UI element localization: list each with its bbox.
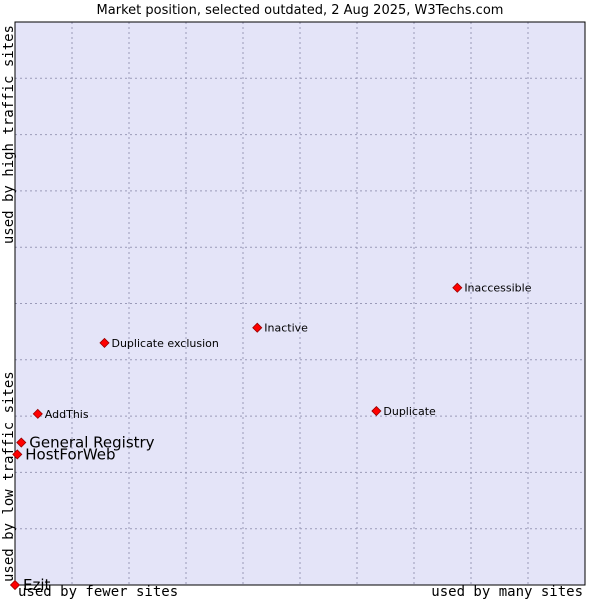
point-label: Ezit (23, 576, 51, 594)
point-label: Duplicate exclusion (111, 337, 218, 350)
data-point: Inactive (252, 322, 308, 335)
point-marker (99, 337, 110, 348)
point-marker (452, 282, 463, 293)
y-axis-high-label: used by high traffic sites (1, 25, 17, 244)
chart-title: Market position, selected outdated, 2 Au… (97, 3, 504, 18)
point-label: AddThis (45, 408, 89, 421)
data-point: Duplicate (371, 405, 436, 418)
plot-border (14, 21, 586, 586)
point-marker (12, 449, 23, 460)
point-marker (371, 405, 382, 417)
data-points: Inaccessible Inactive Duplicate exclusion D… (9, 282, 532, 594)
data-point: Inaccessible (452, 282, 532, 295)
data-point: Ezit (9, 576, 51, 594)
data-point: Duplicate exclusion (99, 337, 219, 350)
point-label: Duplicate (383, 405, 436, 418)
point-marker (252, 322, 263, 333)
point-label: Inactive (264, 322, 308, 335)
point-label: Inaccessible (464, 282, 531, 295)
point-marker (32, 408, 43, 419)
point-marker (16, 437, 27, 448)
y-axis-low-label: used by low traffic sites (1, 371, 17, 582)
data-point: AddThis (32, 408, 89, 421)
data-point: General Registry (16, 434, 155, 452)
x-axis-low-label: used by fewer sites (18, 584, 178, 600)
point-label: General Registry (29, 434, 154, 452)
point-marker (9, 579, 21, 591)
grid (15, 22, 585, 585)
x-axis-high-label: used by many sites (431, 584, 583, 600)
data-point: HostForWeb (12, 445, 116, 463)
point-label: HostForWeb (25, 445, 115, 463)
